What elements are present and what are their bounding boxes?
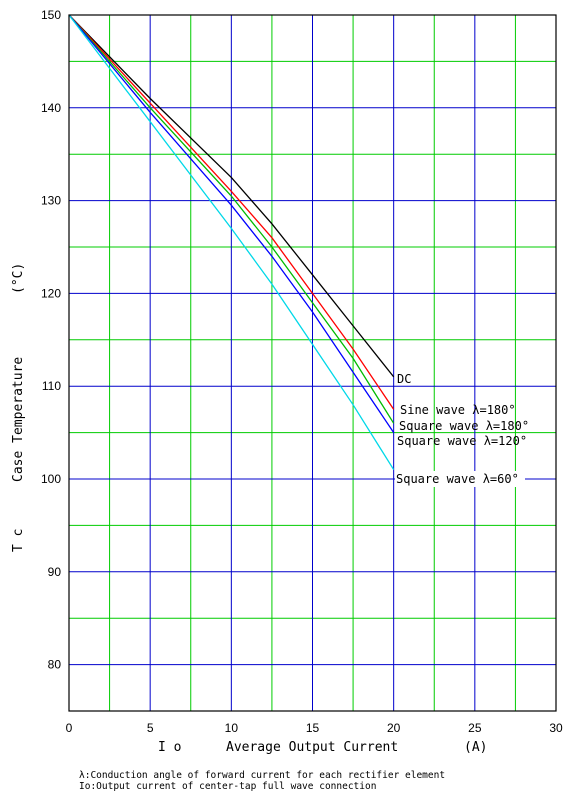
series-label-1: Sine wave λ=180° (400, 403, 516, 417)
series-line-3 (68, 14, 395, 433)
y-tick-label: 140 (41, 101, 61, 115)
series-label-4: Square wave λ=60° (396, 472, 519, 486)
x-tick-label: 25 (468, 721, 482, 735)
grid-major (69, 15, 556, 711)
series-label-0: DC (397, 372, 411, 386)
x-tick-label: 5 (147, 721, 154, 735)
x-tick-label: 0 (66, 721, 73, 735)
y-tick-label: 80 (48, 658, 62, 672)
footnote-lambda: λ:Conduction angle of forward current fo… (79, 770, 446, 781)
series-layer (68, 14, 395, 471)
x-tick-label: 10 (225, 721, 239, 735)
y-axis-symbol: T c (11, 529, 26, 552)
y-axis-title: Case Temperature (11, 357, 26, 482)
series-line-2 (68, 14, 395, 424)
x-axis-symbol: I o (158, 740, 181, 755)
series-line-0 (68, 14, 395, 378)
y-tick-label: 150 (41, 8, 61, 22)
y-tick-label: 110 (42, 379, 61, 393)
y-tick-label: 100 (41, 472, 61, 486)
y-tick-label: 90 (48, 565, 62, 579)
series-line-1 (68, 14, 395, 410)
x-tick-label: 30 (549, 721, 563, 735)
x-axis-title: Average Output Current (226, 740, 398, 755)
series-label-2: Square wave λ=180° (399, 419, 529, 433)
footnote-io: Io:Output current of center-tap full wav… (79, 781, 377, 792)
x-axis-unit: (A) (464, 740, 487, 755)
x-tick-label: 15 (306, 721, 320, 735)
y-tick-label: 130 (41, 194, 61, 208)
y-tick-label: 120 (41, 286, 61, 300)
x-tick-label: 20 (387, 721, 401, 735)
series-label-3: Square wave λ=120° (397, 434, 527, 448)
series-line-4 (68, 14, 395, 471)
series-label-bg (395, 471, 525, 487)
plot-frame (68, 14, 557, 712)
tick-labels: 0 5 10 15 20 25 30 80 90 100 110 120 130 140 150 (41, 8, 563, 735)
chart: 0 5 10 15 20 25 30 80 90 100 110 120 130 140 150 DC Sin… (11, 8, 563, 755)
y-axis-unit: (°C) (11, 263, 26, 294)
